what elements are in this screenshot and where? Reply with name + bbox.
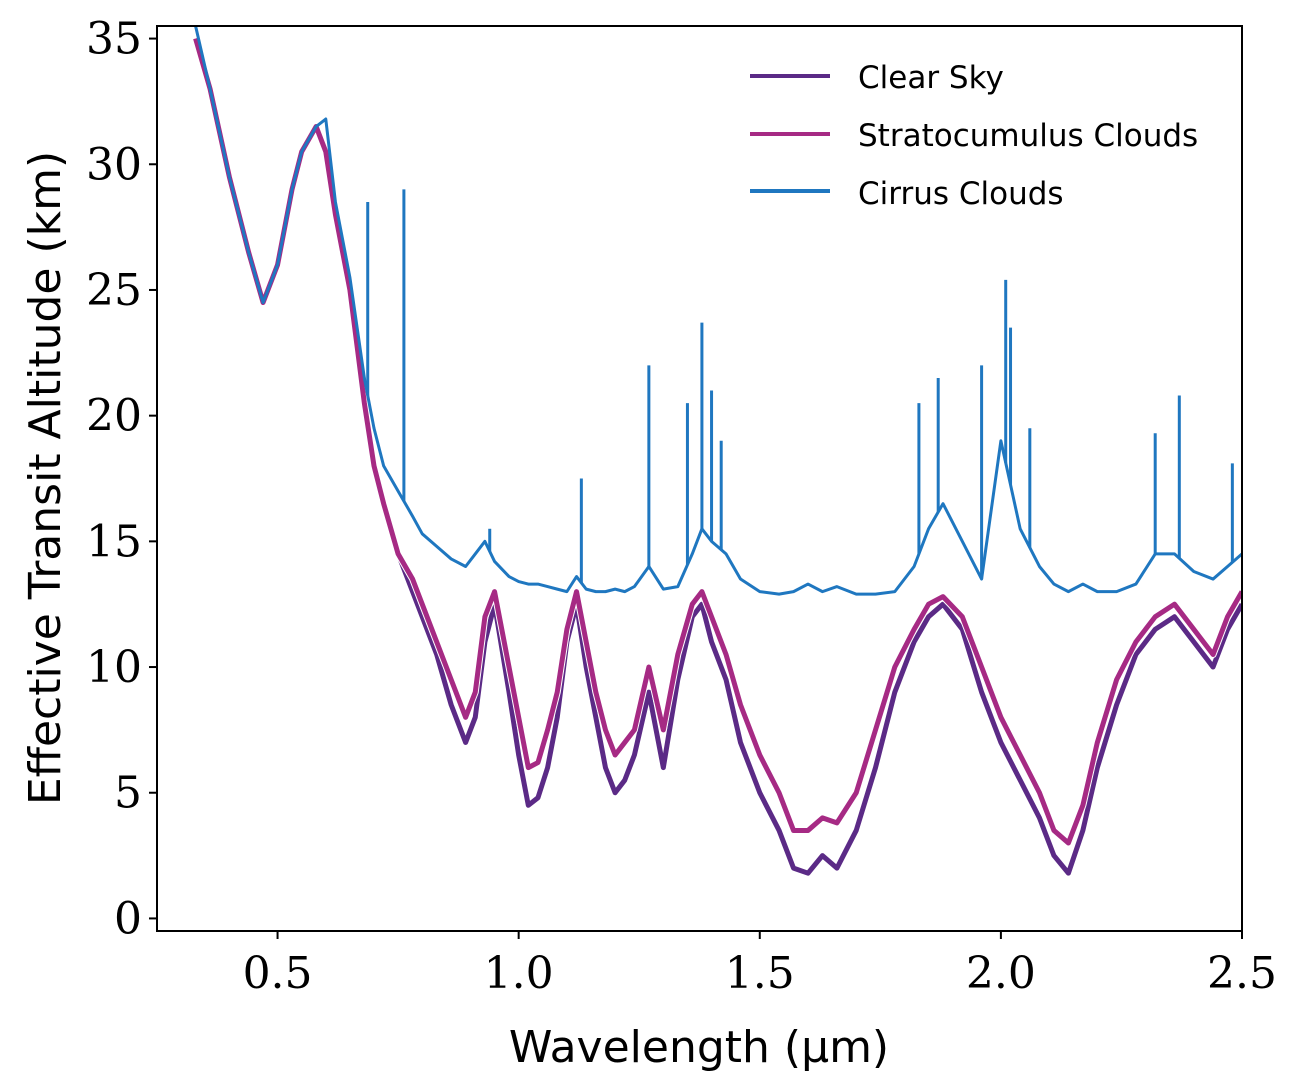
legend: Clear Sky Stratocumulus Clouds Cirrus Cl… [750,60,1198,212]
x-tick-label: 1.0 [484,948,554,999]
series-halo [192,37,1242,877]
y-tick-label: 10 [86,642,142,693]
series-layer [192,26,1242,877]
x-axis: 0.5 1.0 1.5 2.0 2.5 [243,931,1277,999]
series-clear-sky [192,37,1242,877]
x-tick-label: 1.5 [725,948,795,999]
series-halo [192,37,1242,847]
x-tick-label: 2.5 [1207,948,1277,999]
series-line [193,37,1242,846]
x-axis-title: Wavelength (μm) [509,1022,889,1073]
legend-label-stratocumulus: Stratocumulus Clouds [858,118,1198,154]
y-tick-label: 20 [86,391,142,442]
legend-label-clear-sky: Clear Sky [858,60,1004,96]
y-tick-label: 0 [114,893,142,944]
x-tick-label: 0.5 [243,948,313,999]
y-tick-label: 35 [86,14,142,65]
y-tick-label: 15 [86,516,142,567]
x-tick-label: 2.0 [966,948,1036,999]
y-tick-label: 25 [86,265,142,316]
series-line [193,37,1242,876]
legend-label-cirrus: Cirrus Clouds [858,176,1064,212]
series-cirrus-clouds [194,26,1242,596]
y-axis-title: Effective Transit Altitude (km) [20,151,71,805]
plot-frame [156,25,1243,932]
y-axis: 0 5 10 15 20 25 30 35 [86,14,157,944]
series-stratocumulus-clouds [192,37,1242,847]
y-tick-label: 30 [86,139,142,190]
y-tick-label: 5 [114,768,142,819]
